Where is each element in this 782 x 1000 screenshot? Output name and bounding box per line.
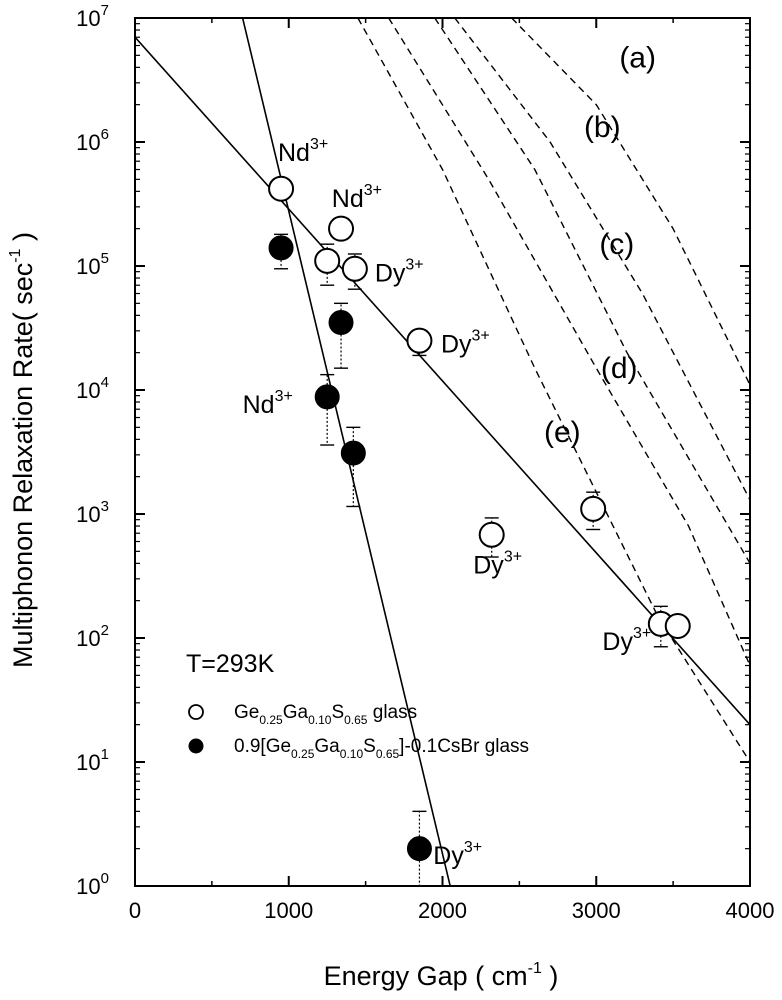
dashed-curve <box>388 18 750 666</box>
y-tick-label: 100 <box>76 870 109 899</box>
ion-annotation: Dy3+ <box>441 328 490 359</box>
fit-line <box>135 36 750 726</box>
curve-label: (e) <box>544 416 581 449</box>
x-tick-label: 2000 <box>418 898 467 923</box>
filled-circle-point <box>328 310 354 336</box>
open-circle-point <box>268 175 295 202</box>
filled-circle-point <box>268 235 294 261</box>
dashed-curve <box>511 18 750 386</box>
y-tick-label: 107 <box>76 2 109 31</box>
ion-annotation: Dy3+ <box>473 549 522 580</box>
x-axis-title: Energy Gap ( cm-1 ) <box>324 960 559 991</box>
ion-annotation: Dy3+ <box>602 625 651 656</box>
open-circle-point <box>406 327 433 354</box>
filled-circle-point <box>314 384 340 410</box>
x-tick-label: 1000 <box>264 898 313 923</box>
chart-text: 0 1000 2000 3000 4000 100 101 102 103 104 105 106 10… <box>76 2 774 923</box>
open-circle-point <box>580 495 607 522</box>
legend-label: Ge0.25Ga0.10S0.65 glass <box>234 702 417 727</box>
y-tick-label: 104 <box>76 374 109 403</box>
ion-annotation: Nd3+ <box>332 182 382 213</box>
open-circle-point <box>341 255 368 282</box>
open-circle-point <box>314 247 341 274</box>
curve-label: (a) <box>619 41 656 74</box>
dashed-curve <box>357 18 750 763</box>
y-tick-label: 101 <box>76 746 109 775</box>
temperature-label: T=293K <box>186 650 275 678</box>
legend-filled-marker <box>188 738 204 754</box>
x-tick-label: 3000 <box>572 898 621 923</box>
x-tick-label: 0 <box>129 898 141 923</box>
legend-open-marker <box>188 704 204 720</box>
ion-annotation: Dy3+ <box>375 256 424 287</box>
filled-circle-point <box>340 440 366 466</box>
ion-annotation: Dy3+ <box>433 839 482 870</box>
ion-annotation: Nd3+ <box>243 388 293 419</box>
data-points <box>268 175 691 862</box>
y-tick-label: 102 <box>76 622 109 651</box>
dashed-curve <box>434 18 750 564</box>
y-tick-label: 106 <box>76 126 109 155</box>
filled-circle-point <box>406 836 432 862</box>
ion-annotation: Nd3+ <box>278 136 328 167</box>
y-axis-title: Multiphonon Relaxation Rate( sec-1 ) <box>7 232 38 668</box>
curve-label: (c) <box>599 228 634 261</box>
dashed-curve <box>454 18 750 501</box>
axis-ticks <box>134 17 751 887</box>
curve-label: (b) <box>584 111 621 144</box>
curve-label: (d) <box>601 352 638 385</box>
legend-label: 0.9[Ge0.25Ga0.10S0.65]-0.1CsBr glass <box>234 736 529 761</box>
open-circle-point <box>478 521 505 548</box>
y-tick-label: 103 <box>76 498 109 527</box>
legend: Ge0.25Ga0.10S0.65 glass 0.9[Ge0.25Ga0.10S… <box>188 702 529 761</box>
x-tick-label: 4000 <box>726 898 775 923</box>
open-circle-point <box>664 612 691 639</box>
y-tick-label: 105 <box>76 250 109 279</box>
open-circle-point <box>328 215 355 242</box>
dashed-curves <box>357 18 750 763</box>
